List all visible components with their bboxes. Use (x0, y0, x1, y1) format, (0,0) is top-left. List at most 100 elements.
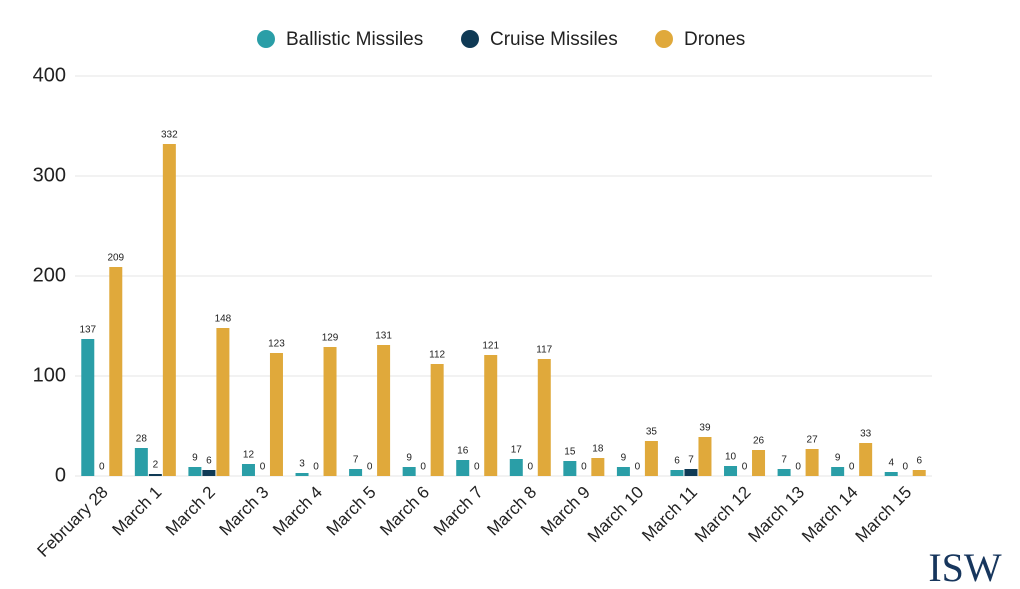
bar (109, 267, 123, 476)
bar (430, 364, 444, 476)
bar (377, 345, 391, 476)
legend-label: Drones (684, 29, 745, 50)
bar (831, 467, 845, 476)
value-label: 0 (635, 462, 641, 473)
value-label: 112 (429, 350, 445, 361)
bar (670, 470, 684, 476)
logo: ISW (928, 545, 1002, 589)
x-tick-label: March 11 (638, 483, 701, 546)
value-label: 0 (528, 462, 534, 473)
value-label: 0 (902, 462, 908, 473)
value-label: 17 (511, 445, 523, 456)
legend-label: Cruise Missiles (490, 29, 618, 50)
x-tick-label: March 15 (852, 483, 916, 547)
x-tick-label: March 5 (323, 483, 380, 540)
bar (134, 448, 148, 476)
bar (216, 328, 230, 476)
bar (202, 470, 216, 476)
bar (81, 339, 95, 476)
bar (509, 459, 523, 476)
legend-swatch (655, 30, 673, 48)
y-tick-label: 100 (33, 364, 66, 386)
bar (805, 449, 819, 476)
bar (349, 469, 363, 476)
value-label: 137 (79, 325, 96, 336)
x-tick-label: March 8 (483, 483, 540, 540)
bar (777, 469, 791, 476)
y-tick-label: 200 (33, 264, 66, 286)
bar (269, 353, 283, 476)
legend-label: Ballistic Missiles (286, 29, 423, 50)
value-label: 0 (581, 462, 587, 473)
value-label: 9 (192, 453, 198, 464)
bar (295, 473, 309, 476)
value-label: 129 (322, 333, 339, 344)
value-label: 18 (592, 444, 604, 455)
value-label: 9 (406, 453, 412, 464)
value-label: 148 (215, 314, 232, 325)
value-label: 28 (136, 434, 148, 445)
value-label: 209 (107, 253, 124, 264)
legend-swatch (461, 30, 479, 48)
value-label: 4 (888, 458, 894, 469)
value-label: 0 (474, 462, 480, 473)
x-tick-label: March 1 (108, 483, 165, 540)
bar (162, 144, 176, 476)
value-label: 0 (420, 462, 426, 473)
value-label: 35 (646, 427, 658, 438)
x-tick-label: March 12 (691, 483, 755, 547)
x-tick-label: March 10 (584, 483, 648, 547)
bar (912, 470, 926, 476)
value-label: 33 (860, 429, 872, 440)
value-label: 0 (313, 462, 319, 473)
value-label: 7 (781, 455, 787, 466)
bar (884, 472, 898, 476)
value-label: 131 (375, 331, 392, 342)
value-label: 332 (161, 130, 178, 141)
legend-swatch (257, 30, 275, 48)
value-label: 121 (482, 341, 499, 352)
bar (148, 474, 162, 476)
value-label: 26 (753, 436, 765, 447)
y-tick-label: 400 (33, 64, 66, 86)
bar (698, 437, 712, 476)
bar (859, 443, 873, 476)
value-label: 0 (742, 462, 748, 473)
value-label: 0 (795, 462, 801, 473)
value-label: 7 (353, 455, 359, 466)
bar (188, 467, 202, 476)
x-tick-label: March 3 (216, 483, 273, 540)
value-label: 123 (268, 339, 285, 350)
value-label: 7 (688, 455, 694, 466)
value-label: 0 (367, 462, 373, 473)
bar (752, 450, 766, 476)
value-label: 9 (621, 453, 627, 464)
bar (484, 355, 498, 476)
x-tick-label: March 13 (745, 483, 809, 547)
bar (456, 460, 470, 476)
bar (563, 461, 577, 476)
value-label: 0 (849, 462, 855, 473)
bar (616, 467, 630, 476)
value-label: 10 (725, 452, 737, 463)
value-label: 27 (807, 435, 819, 446)
bar (644, 441, 658, 476)
value-label: 3 (299, 459, 305, 470)
bar (323, 347, 337, 476)
y-tick-label: 0 (55, 464, 66, 486)
value-label: 15 (564, 447, 576, 458)
value-label: 6 (206, 456, 212, 467)
value-label: 0 (260, 462, 266, 473)
value-label: 39 (699, 423, 711, 434)
x-tick-label: February 28 (34, 483, 112, 561)
x-tick-label: March 14 (798, 483, 862, 547)
bar (724, 466, 738, 476)
value-label: 12 (243, 450, 255, 461)
value-label: 6 (674, 456, 680, 467)
value-label: 0 (99, 462, 105, 473)
x-tick-label: March 7 (430, 483, 487, 540)
y-tick-label: 300 (33, 164, 66, 186)
bar (402, 467, 416, 476)
x-tick-label: March 4 (269, 483, 326, 540)
